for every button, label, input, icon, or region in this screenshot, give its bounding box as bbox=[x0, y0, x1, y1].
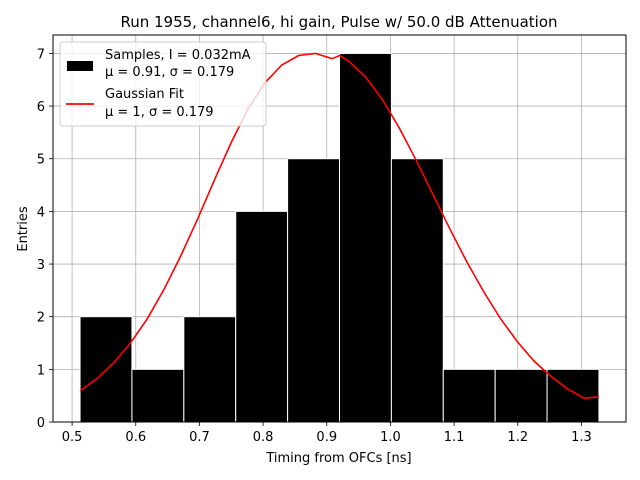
fit-curve bbox=[79, 52, 599, 400]
histogram-bar bbox=[287, 158, 340, 423]
legend-fit-label-line2: μ = 1, σ = 0.179 bbox=[105, 105, 214, 120]
x-tick-label: 1.3 bbox=[571, 430, 592, 445]
x-tick-label: 0.7 bbox=[189, 430, 210, 445]
histogram-bar bbox=[442, 368, 496, 423]
histogram-bar bbox=[131, 368, 185, 423]
legend-samples-swatch bbox=[67, 61, 93, 71]
y-tick-label: 7 bbox=[37, 47, 45, 62]
y-tick-label: 5 bbox=[37, 153, 45, 168]
x-tick-label: 0.9 bbox=[316, 430, 337, 445]
histogram-bar bbox=[546, 368, 600, 423]
chart-title: Run 1955, channel6, hi gain, Pulse w/ 50… bbox=[120, 13, 557, 31]
legend-samples-label-line1: Samples, I = 0.032mA bbox=[105, 48, 251, 63]
histogram-bars bbox=[79, 52, 600, 423]
y-tick-label: 0 bbox=[37, 416, 45, 431]
histogram-bar bbox=[494, 368, 548, 423]
x-tick-label: 0.6 bbox=[125, 430, 146, 445]
plot-frame bbox=[52, 34, 627, 423]
histogram-bar bbox=[235, 210, 289, 423]
histogram-bar bbox=[183, 316, 237, 423]
histogram-bar bbox=[390, 158, 444, 423]
y-tick-label: 4 bbox=[37, 205, 45, 220]
y-tick-label: 2 bbox=[37, 311, 45, 326]
histogram-bar bbox=[339, 52, 392, 423]
x-axis-ticks: 0.5 0.6 0.7 0.8 0.9 1.0 1.1 1.2 1.3 bbox=[62, 422, 592, 445]
x-tick-label: 1.0 bbox=[380, 430, 401, 445]
x-tick-label: 0.8 bbox=[253, 430, 274, 445]
y-tick-label: 3 bbox=[37, 258, 45, 273]
legend-fit-label-line1: Gaussian Fit bbox=[105, 87, 184, 102]
y-axis-ticks: 0 1 2 3 4 5 6 7 bbox=[37, 47, 53, 431]
y-axis-label: Entries bbox=[16, 206, 31, 252]
x-axis-label: Timing from OFCs [ns] bbox=[265, 451, 411, 466]
legend-box bbox=[59, 41, 267, 127]
legend: Samples, I = 0.032mA μ = 0.91, σ = 0.179… bbox=[59, 41, 267, 127]
y-tick-label: 1 bbox=[37, 363, 45, 378]
x-tick-label: 1.2 bbox=[507, 430, 528, 445]
y-tick-label: 6 bbox=[37, 100, 45, 115]
gaussian-fit bbox=[79, 52, 599, 400]
x-tick-label: 1.1 bbox=[444, 430, 465, 445]
legend-samples-label-line2: μ = 0.91, σ = 0.179 bbox=[105, 65, 234, 80]
x-tick-label: 0.5 bbox=[62, 430, 83, 445]
